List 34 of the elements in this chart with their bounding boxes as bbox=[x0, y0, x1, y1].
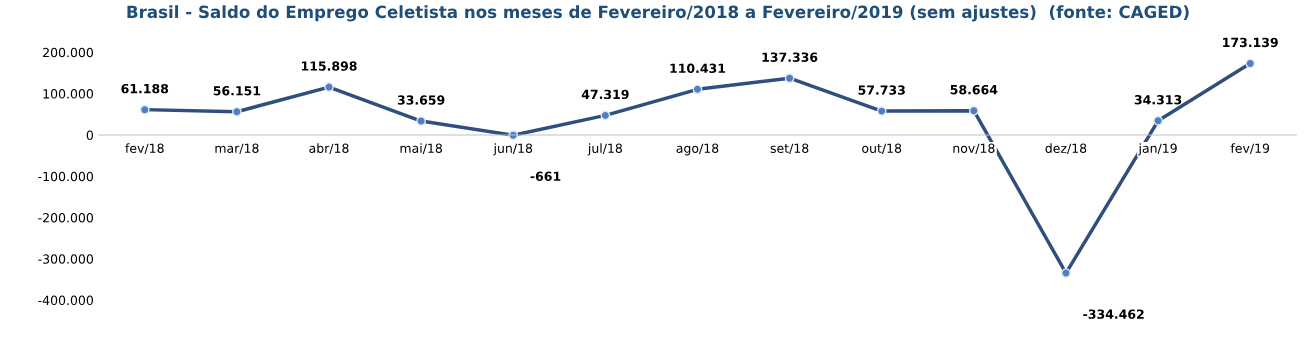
y-tick-label: -300.000 bbox=[38, 254, 94, 264]
y-tick-label: 0 bbox=[86, 130, 94, 140]
x-tick-label: jun/18 bbox=[493, 143, 533, 156]
x-tick-label: mar/18 bbox=[215, 143, 259, 154]
x-tick-label: dez/18 bbox=[1045, 143, 1087, 154]
data-label: 58.664 bbox=[950, 84, 998, 95]
data-label: 115.898 bbox=[301, 61, 357, 71]
data-label: 33.659 bbox=[397, 95, 445, 105]
x-tick-label: mai/18 bbox=[400, 143, 442, 154]
x-tick-label: fev/18 bbox=[125, 143, 164, 154]
y-tick-label: 100.000 bbox=[43, 89, 94, 99]
data-label: 110.431 bbox=[670, 63, 726, 74]
x-tick-label: jul/18 bbox=[587, 143, 622, 156]
y-tick-label: -100.000 bbox=[38, 171, 94, 182]
data-label: 137.336 bbox=[762, 52, 818, 62]
x-tick-label: jan/19 bbox=[1138, 143, 1177, 156]
x-tick-label: ago/18 bbox=[676, 143, 719, 156]
x-tick-label: abr/18 bbox=[309, 143, 349, 154]
chart-title: Brasil - Saldo do Emprego Celetista nos meses de Fevereiro/2018 a Fevereiro/2019 (sem ajustes) (fonte: CAGED) bbox=[127, 5, 1189, 22]
y-tick-label: -200.000 bbox=[38, 213, 94, 223]
x-tick-label: out/18 bbox=[862, 143, 902, 154]
data-label: 47.319 bbox=[581, 89, 629, 100]
x-tick-label: set/18 bbox=[770, 143, 809, 154]
data-label: 34.313 bbox=[1134, 95, 1182, 105]
data-label: -334.462 bbox=[1083, 309, 1144, 319]
data-label: 173.139 bbox=[1223, 37, 1278, 48]
y-tick-label: 200.000 bbox=[43, 47, 94, 58]
data-label: 61.188 bbox=[121, 83, 169, 94]
data-label: 57.733 bbox=[858, 85, 905, 95]
data-label: 56.151 bbox=[213, 86, 261, 96]
y-tick-label: -400.000 bbox=[38, 295, 94, 306]
x-tick-label: nov/18 bbox=[953, 143, 995, 154]
data-label: -661 bbox=[530, 171, 561, 182]
x-tick-label: fev/19 bbox=[1230, 143, 1270, 154]
